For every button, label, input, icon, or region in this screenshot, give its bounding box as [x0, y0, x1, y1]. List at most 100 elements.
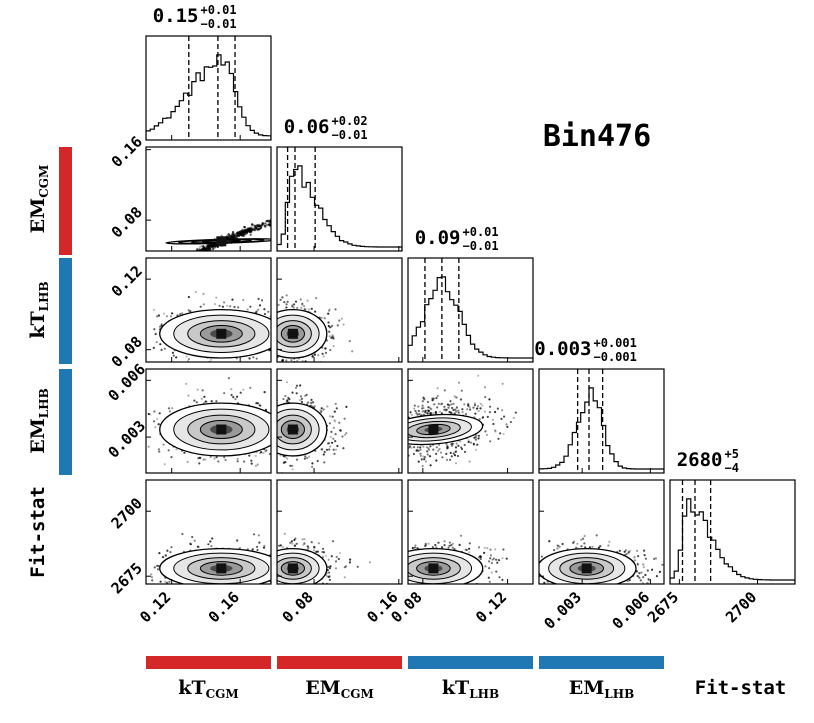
sample-point	[251, 223, 254, 226]
sample-point	[399, 433, 401, 435]
sample-point	[192, 255, 194, 257]
sample-point	[324, 347, 327, 350]
sample-point	[274, 352, 276, 354]
sample-point	[149, 413, 152, 416]
sample-point	[187, 260, 189, 262]
sample-point	[473, 436, 476, 439]
sample-point	[283, 586, 285, 588]
sample-point	[334, 420, 337, 423]
sample-point	[473, 404, 477, 407]
sample-point	[389, 422, 391, 424]
sample-point	[273, 424, 275, 426]
sample-point	[150, 573, 153, 576]
sample-point	[500, 417, 503, 420]
sample-point	[252, 356, 255, 359]
sample-point	[232, 231, 235, 234]
sample-point	[273, 355, 275, 357]
sample-point	[426, 400, 430, 404]
sample-point	[327, 312, 330, 315]
sample-point	[334, 402, 337, 405]
sample-point	[467, 439, 470, 442]
sample-point	[199, 255, 201, 257]
sample-point	[225, 235, 228, 238]
hist-line-Fit-stat	[670, 498, 795, 584]
sample-point	[300, 400, 304, 404]
sample-point	[196, 252, 198, 254]
sample-point	[271, 576, 273, 578]
sample-point	[194, 290, 197, 294]
sample-point	[397, 430, 399, 432]
sample-point	[405, 432, 407, 434]
sample-point	[196, 388, 199, 391]
sample-point	[274, 575, 276, 577]
sample-point	[274, 422, 276, 424]
sample-point	[187, 394, 190, 397]
sample-point	[331, 324, 334, 327]
sample-point	[191, 254, 193, 256]
sample-point	[174, 262, 176, 264]
sample-point	[169, 551, 172, 554]
sample-point	[179, 263, 181, 265]
sample-point	[329, 348, 332, 352]
sample-point	[446, 446, 449, 449]
sample-point	[307, 376, 309, 378]
sample-point	[312, 366, 314, 368]
sample-point	[486, 415, 489, 418]
sample-point	[454, 408, 457, 411]
sample-point	[259, 372, 261, 374]
sample-point	[474, 448, 478, 451]
sample-point	[242, 298, 245, 302]
sample-point	[460, 389, 463, 392]
sample-point	[236, 232, 239, 235]
sample-point	[192, 254, 194, 256]
sample-point	[286, 381, 289, 384]
sample-point	[424, 411, 427, 414]
sample-point	[200, 252, 202, 254]
sample-point	[313, 353, 316, 356]
sample-point	[466, 408, 469, 411]
sample-point	[243, 460, 246, 463]
sample-point	[180, 262, 182, 264]
sample-point	[449, 411, 453, 414]
sample-point	[194, 252, 196, 254]
sample-point	[153, 410, 156, 413]
sample-point	[239, 585, 241, 587]
sample-point	[278, 585, 280, 587]
sample-point	[385, 438, 387, 440]
sample-point	[181, 259, 183, 261]
sample-point	[272, 581, 274, 583]
sample-point	[273, 424, 275, 426]
sample-point	[274, 566, 276, 568]
sample-point	[468, 460, 471, 463]
sample-point	[254, 225, 257, 228]
sample-point	[209, 540, 212, 543]
sample-point	[320, 411, 323, 414]
sample-point	[332, 437, 335, 440]
sample-point	[203, 395, 206, 398]
sample-point	[190, 585, 192, 587]
sample-point	[162, 443, 165, 446]
sample-point	[224, 458, 227, 462]
sample-point	[205, 246, 208, 249]
sample-point	[177, 263, 179, 265]
sample-point	[308, 586, 310, 588]
sample-point	[463, 450, 467, 453]
sample-point	[182, 261, 184, 263]
sample-point	[417, 449, 420, 452]
sample-point	[260, 299, 264, 302]
sample-point	[166, 581, 169, 584]
panel-frame	[407, 368, 534, 474]
sample-point	[157, 314, 160, 317]
sample-point	[349, 558, 352, 561]
sample-point	[420, 458, 423, 461]
sample-point	[454, 450, 457, 454]
sample-point	[199, 456, 202, 459]
sample-point	[178, 262, 180, 264]
sample-point	[265, 596, 267, 598]
sample-point	[249, 305, 252, 308]
sample-point	[309, 545, 311, 547]
stat-minus-EM_CGM: −0.01	[332, 128, 368, 142]
sample-point	[227, 365, 229, 367]
sample-point	[272, 328, 274, 330]
